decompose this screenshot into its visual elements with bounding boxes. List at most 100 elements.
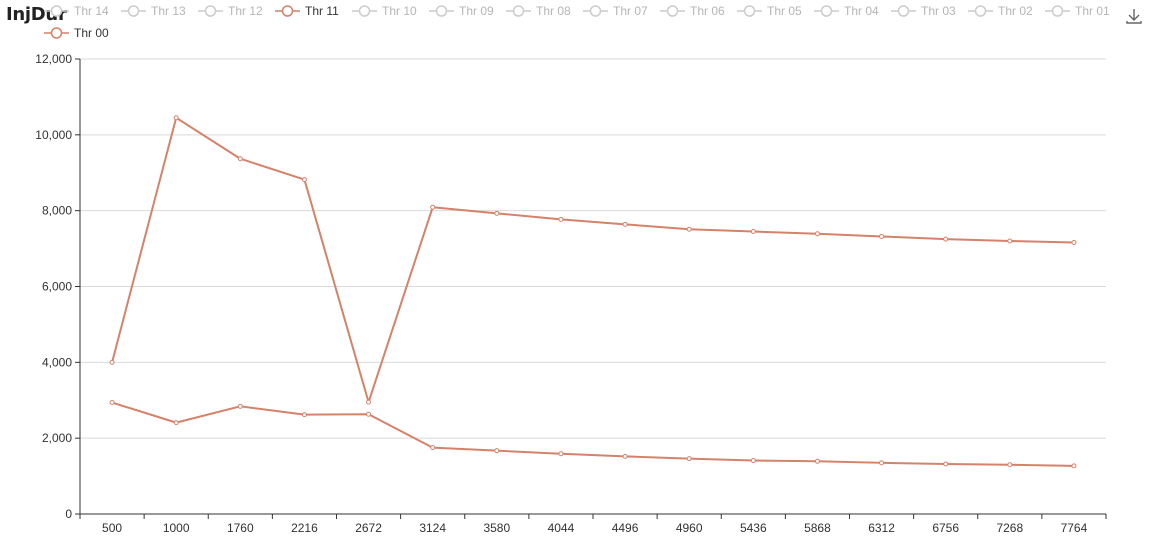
- legend-label: Thr 02: [998, 4, 1033, 18]
- legend-label: Thr 06: [690, 4, 725, 18]
- data-point[interactable]: [879, 460, 885, 466]
- y-tick-label: 4,000: [42, 355, 72, 369]
- legend-item[interactable]: Thr 12: [198, 4, 263, 18]
- legend-marker-icon: [589, 5, 602, 17]
- data-point[interactable]: [366, 411, 372, 417]
- data-point[interactable]: [622, 221, 628, 227]
- legend-item[interactable]: Thr 11: [275, 4, 339, 18]
- y-tick-label: 2,000: [42, 431, 72, 445]
- legend-label: Thr 08: [536, 4, 571, 18]
- legend-item[interactable]: Thr 10: [352, 4, 417, 18]
- legend-label: Thr 10: [382, 4, 417, 18]
- x-tick-label: 7268: [996, 521, 1023, 535]
- legend-label: Thr 04: [844, 4, 879, 18]
- data-point[interactable]: [237, 403, 243, 409]
- legend-marker-icon: [897, 5, 910, 17]
- x-tick-label: 4960: [676, 521, 703, 535]
- data-point[interactable]: [686, 226, 692, 232]
- x-tick-label: 4044: [548, 521, 575, 535]
- legend-marker-icon: [666, 5, 679, 17]
- data-point[interactable]: [814, 458, 820, 464]
- series-line[interactable]: [111, 116, 1074, 404]
- legend-marker-icon: [743, 5, 756, 17]
- y-tick-label: 10,000: [35, 128, 72, 142]
- data-point[interactable]: [494, 448, 500, 454]
- data-point[interactable]: [173, 115, 179, 121]
- legend-item[interactable]: Thr 03: [891, 4, 956, 18]
- legend-marker-icon: [50, 27, 63, 39]
- legend-item[interactable]: Thr 09: [429, 4, 494, 18]
- legend-marker-icon: [281, 5, 294, 17]
- legend-label: Thr 12: [228, 4, 263, 18]
- legend-item[interactable]: Thr 01: [1045, 4, 1110, 18]
- data-point[interactable]: [109, 359, 115, 365]
- legend-item[interactable]: Thr 08: [506, 4, 571, 18]
- legend-marker-icon: [204, 5, 217, 17]
- series-line[interactable]: [111, 401, 1074, 467]
- legend-item[interactable]: Thr 13: [121, 4, 186, 18]
- x-tick-label: 500: [102, 521, 122, 535]
- data-point[interactable]: [622, 453, 628, 459]
- legend-label: Thr 09: [459, 4, 494, 18]
- y-tick-label: 8,000: [42, 204, 72, 218]
- legend-marker-icon: [127, 5, 140, 17]
- data-point[interactable]: [109, 400, 115, 406]
- series-lines: [109, 115, 1077, 469]
- legend-label: Thr 01: [1075, 4, 1110, 18]
- data-point[interactable]: [237, 156, 243, 162]
- legend-label: Thr 07: [613, 4, 648, 18]
- legend-item[interactable]: Thr 06: [660, 4, 725, 18]
- x-tick-label: 5868: [804, 521, 831, 535]
- x-tick-label: 3580: [483, 521, 510, 535]
- x-tick-label: 5436: [740, 521, 767, 535]
- data-point[interactable]: [366, 399, 372, 405]
- legend-item[interactable]: Thr 00: [44, 26, 109, 40]
- legend-item[interactable]: Thr 05: [737, 4, 802, 18]
- legend-label: Thr 05: [767, 4, 802, 18]
- data-point[interactable]: [430, 204, 436, 210]
- data-point[interactable]: [879, 233, 885, 239]
- legend-item[interactable]: Thr 07: [583, 4, 648, 18]
- legend-marker-icon: [50, 5, 63, 17]
- data-point[interactable]: [943, 461, 949, 467]
- data-point[interactable]: [1071, 240, 1077, 246]
- legend-marker-icon: [512, 5, 525, 17]
- legend-label: Thr 00: [74, 26, 109, 40]
- x-tick-label: 2216: [291, 521, 318, 535]
- data-point[interactable]: [173, 420, 179, 426]
- data-point[interactable]: [750, 229, 756, 235]
- data-point[interactable]: [1007, 238, 1013, 244]
- data-point[interactable]: [301, 177, 307, 183]
- x-tick-label: 4496: [612, 521, 639, 535]
- download-icon[interactable]: [1124, 6, 1144, 26]
- legend-label: Thr 14: [74, 4, 109, 18]
- data-point[interactable]: [558, 451, 564, 457]
- data-point[interactable]: [494, 210, 500, 216]
- legend-item[interactable]: Thr 04: [814, 4, 879, 18]
- data-point[interactable]: [1071, 463, 1077, 469]
- data-point[interactable]: [1007, 462, 1013, 468]
- legend-marker-icon: [1051, 5, 1064, 17]
- x-tick-label: 2672: [355, 521, 382, 535]
- data-point[interactable]: [430, 445, 436, 451]
- data-point[interactable]: [943, 236, 949, 242]
- x-tick-label: 3124: [419, 521, 446, 535]
- data-point[interactable]: [301, 412, 307, 418]
- legend-marker-icon: [358, 5, 371, 17]
- x-tick-label: 6756: [932, 521, 959, 535]
- axes: 0 2,000 4,000 6,000 8,000 10,000 12,000 500 1000…: [35, 52, 1107, 535]
- legend: Thr 14 Thr 13 Thr 12 Thr 11 Thr 10 Thr 09 Thr …: [44, 4, 1110, 40]
- data-point[interactable]: [750, 458, 756, 464]
- data-point[interactable]: [814, 231, 820, 237]
- legend-marker-icon: [974, 5, 987, 17]
- legend-item[interactable]: Thr 14: [44, 4, 109, 18]
- legend-label: Thr 11: [305, 4, 339, 18]
- legend-item[interactable]: Thr 02: [968, 4, 1033, 18]
- data-point[interactable]: [686, 456, 692, 462]
- data-point[interactable]: [558, 216, 564, 222]
- y-tick-label: 0: [65, 507, 72, 521]
- y-tick-label: 12,000: [35, 52, 72, 66]
- legend-label: Thr 03: [921, 4, 956, 18]
